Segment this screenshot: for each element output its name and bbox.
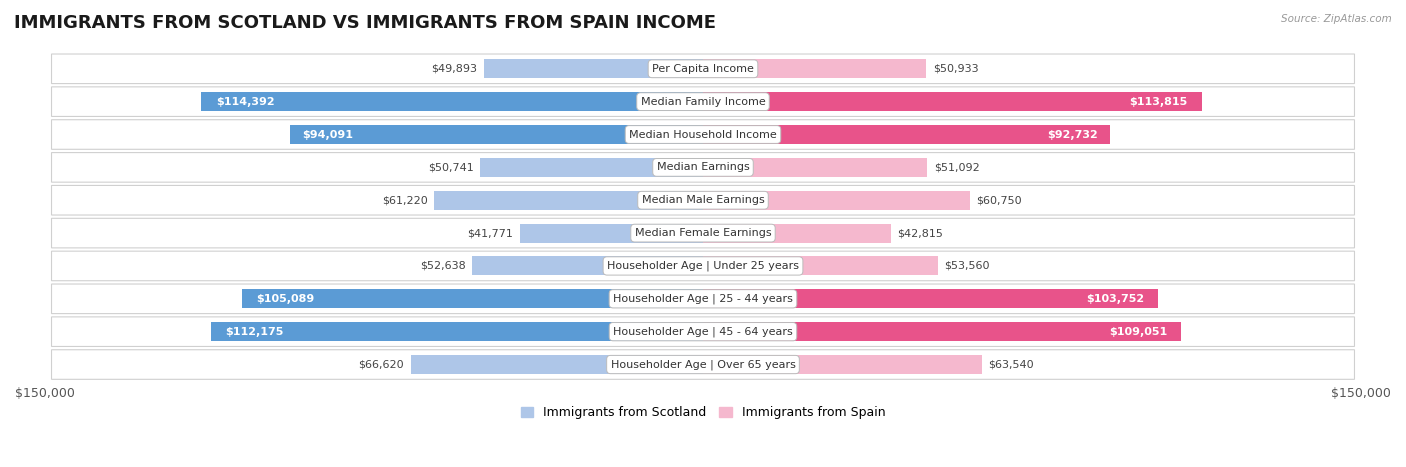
FancyBboxPatch shape (52, 218, 1354, 248)
Text: $53,560: $53,560 (945, 261, 990, 271)
Text: $52,638: $52,638 (420, 261, 465, 271)
Bar (472, 256, 703, 276)
Text: Householder Age | 25 - 44 years: Householder Age | 25 - 44 years (613, 294, 793, 304)
Bar (211, 322, 703, 341)
Text: $112,175: $112,175 (225, 327, 284, 337)
Text: IMMIGRANTS FROM SCOTLAND VS IMMIGRANTS FROM SPAIN INCOME: IMMIGRANTS FROM SCOTLAND VS IMMIGRANTS F… (14, 14, 716, 32)
FancyBboxPatch shape (52, 284, 1354, 314)
Bar (434, 191, 703, 210)
Text: $109,051: $109,051 (1109, 327, 1167, 337)
Text: Median Family Income: Median Family Income (641, 97, 765, 106)
Bar (201, 92, 703, 111)
Legend: Immigrants from Scotland, Immigrants from Spain: Immigrants from Scotland, Immigrants fro… (516, 401, 890, 424)
Text: Median Male Earnings: Median Male Earnings (641, 195, 765, 205)
FancyBboxPatch shape (52, 153, 1354, 182)
Text: Householder Age | Over 65 years: Householder Age | Over 65 years (610, 359, 796, 370)
Text: Median Female Earnings: Median Female Earnings (634, 228, 772, 238)
Text: $66,620: $66,620 (359, 360, 404, 369)
Text: $50,933: $50,933 (934, 64, 979, 74)
Bar (703, 355, 981, 374)
Bar (703, 92, 1202, 111)
FancyBboxPatch shape (52, 120, 1354, 149)
Bar (290, 125, 703, 144)
Text: $113,815: $113,815 (1129, 97, 1187, 106)
Text: Per Capita Income: Per Capita Income (652, 64, 754, 74)
Text: $50,741: $50,741 (427, 163, 474, 172)
Bar (520, 224, 703, 243)
Bar (703, 125, 1109, 144)
FancyBboxPatch shape (52, 54, 1354, 84)
Text: $60,750: $60,750 (976, 195, 1022, 205)
Text: Median Household Income: Median Household Income (628, 129, 778, 140)
Bar (481, 158, 703, 177)
Text: $103,752: $103,752 (1087, 294, 1144, 304)
Text: Householder Age | 45 - 64 years: Householder Age | 45 - 64 years (613, 326, 793, 337)
Bar (703, 158, 927, 177)
Text: $49,893: $49,893 (432, 64, 478, 74)
Text: $61,220: $61,220 (382, 195, 427, 205)
Text: Householder Age | Under 25 years: Householder Age | Under 25 years (607, 261, 799, 271)
Bar (703, 289, 1159, 308)
FancyBboxPatch shape (52, 350, 1354, 379)
Bar (242, 289, 703, 308)
FancyBboxPatch shape (52, 251, 1354, 281)
Bar (703, 322, 1181, 341)
Text: $105,089: $105,089 (256, 294, 314, 304)
Bar (484, 59, 703, 78)
Bar (703, 256, 938, 276)
Bar (703, 224, 891, 243)
Text: $42,815: $42,815 (897, 228, 943, 238)
Text: $114,392: $114,392 (217, 97, 274, 106)
Text: Source: ZipAtlas.com: Source: ZipAtlas.com (1281, 14, 1392, 24)
Text: $63,540: $63,540 (988, 360, 1033, 369)
FancyBboxPatch shape (52, 87, 1354, 116)
Bar (411, 355, 703, 374)
FancyBboxPatch shape (52, 185, 1354, 215)
Text: $41,771: $41,771 (467, 228, 513, 238)
Text: $51,092: $51,092 (934, 163, 980, 172)
Text: Median Earnings: Median Earnings (657, 163, 749, 172)
Bar (703, 59, 927, 78)
Bar (703, 191, 970, 210)
Text: $92,732: $92,732 (1047, 129, 1098, 140)
FancyBboxPatch shape (52, 317, 1354, 347)
Text: $94,091: $94,091 (302, 129, 353, 140)
